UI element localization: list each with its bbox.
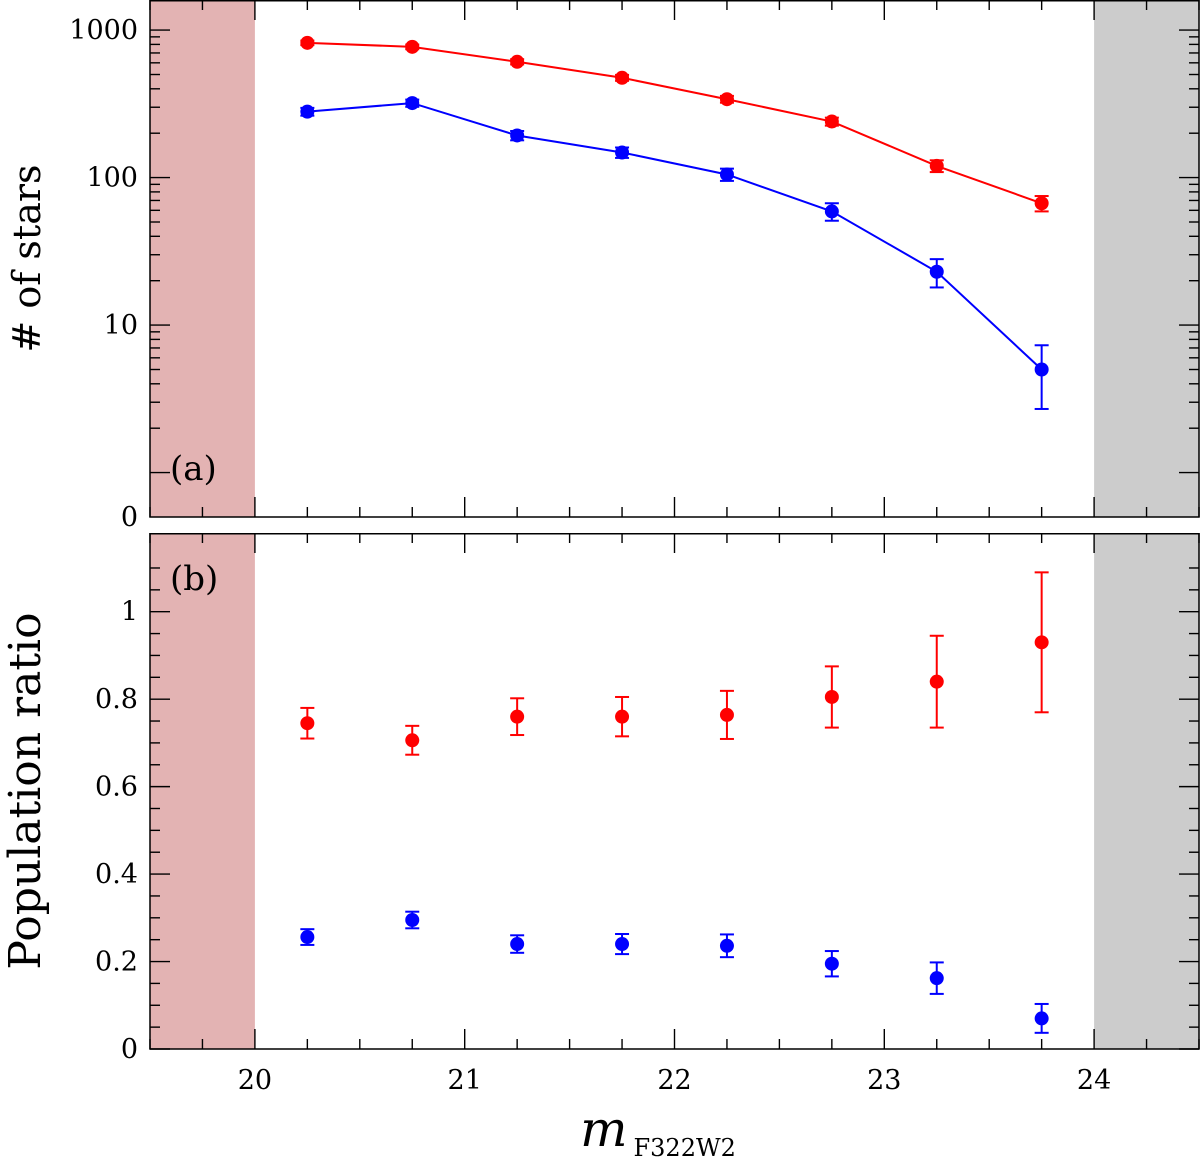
y-tick-label: 0.6 xyxy=(95,772,138,803)
y-axis-title: # of stars xyxy=(5,164,49,352)
series-line xyxy=(307,41,1042,205)
series-blue xyxy=(300,910,1049,1034)
series-line xyxy=(307,102,1043,371)
data-point xyxy=(510,128,525,143)
x-tick-label: 20 xyxy=(238,1065,272,1096)
y-tick-label: 0.4 xyxy=(95,859,138,890)
data-point xyxy=(1034,635,1049,650)
y-tick-label: 10 xyxy=(104,310,138,341)
data-point xyxy=(615,937,630,952)
shaded-region-left xyxy=(150,0,255,517)
x-tick-label: 23 xyxy=(867,1065,901,1096)
data-point xyxy=(824,956,839,971)
y-tick-label: 1000 xyxy=(69,15,138,46)
x-axis-title-subscript: F322W2 xyxy=(634,1134,736,1160)
data-point xyxy=(405,39,420,54)
x-tick-label: 22 xyxy=(657,1065,691,1096)
x-axis-title: m F322W2 xyxy=(580,1100,736,1160)
data-point xyxy=(824,689,839,704)
data-point xyxy=(510,937,525,952)
data-point xyxy=(929,674,944,689)
y-tick-label: 1 xyxy=(121,597,138,628)
data-point xyxy=(719,167,734,182)
shaded-region-right xyxy=(1094,0,1199,517)
series-red xyxy=(300,571,1049,756)
y-tick-label: 100 xyxy=(86,163,138,194)
data-point xyxy=(1034,196,1049,211)
data-point xyxy=(615,70,630,85)
data-point xyxy=(719,92,734,107)
data-point xyxy=(929,158,944,173)
data-point xyxy=(300,716,315,731)
series-red xyxy=(300,35,1049,213)
data-point xyxy=(929,264,944,279)
data-point xyxy=(615,709,630,724)
y-axis-title: Population ratio xyxy=(0,612,51,969)
panel-b: 0 0.2 0.4 0.6 0.8 1 20 21 22 23 24 (b) Population ra… xyxy=(0,533,1200,1096)
y-tick-label: 0.8 xyxy=(95,684,138,715)
data-point xyxy=(300,930,315,945)
panel-a: 0 10 100 1000 (a) # of stars xyxy=(5,0,1200,533)
data-point xyxy=(1034,362,1049,377)
panel-label: (b) xyxy=(170,559,218,599)
data-point xyxy=(405,96,420,111)
x-tick-label: 24 xyxy=(1077,1065,1111,1096)
x-axis-title-main: m xyxy=(580,1100,627,1158)
data-point xyxy=(929,971,944,986)
data-point xyxy=(405,733,420,748)
y-tick-label: 0 xyxy=(121,1034,138,1065)
y-tick-label: 0 xyxy=(121,502,138,533)
data-point xyxy=(824,204,839,219)
x-tick-label: 21 xyxy=(448,1065,482,1096)
plot-frame xyxy=(149,533,1200,1050)
shaded-region-left xyxy=(150,533,255,1049)
data-point xyxy=(510,54,525,69)
data-point xyxy=(719,707,734,722)
data-point xyxy=(300,35,315,50)
series-blue xyxy=(300,96,1049,410)
data-point xyxy=(510,709,525,724)
data-point xyxy=(1034,1011,1049,1026)
data-point xyxy=(824,114,839,129)
plot-frame xyxy=(149,0,1200,518)
panel-label: (a) xyxy=(170,449,217,489)
data-point xyxy=(405,913,420,927)
data-point xyxy=(719,938,734,953)
shaded-region-right xyxy=(1094,533,1199,1049)
data-point xyxy=(615,145,630,160)
error-bar xyxy=(1034,344,1049,410)
data-point xyxy=(300,104,315,119)
y-tick-label: 0.2 xyxy=(95,947,138,978)
